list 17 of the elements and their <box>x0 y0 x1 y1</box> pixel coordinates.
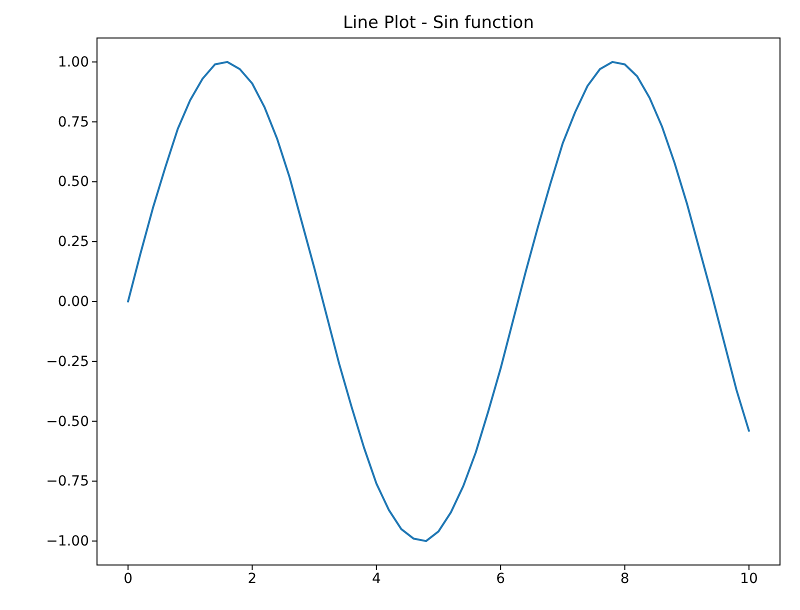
x-tick-label: 8 <box>620 570 630 587</box>
y-tick-label: −0.25 <box>46 354 89 370</box>
y-tick-label: 1.00 <box>58 54 89 70</box>
y-tick-label: −0.50 <box>46 414 89 430</box>
x-tick-label: 6 <box>496 570 506 587</box>
y-tick-label: 0.25 <box>58 234 89 250</box>
x-tick-label: 0 <box>124 570 133 587</box>
y-tick-label: 0.75 <box>58 114 89 130</box>
y-tick-label: −0.75 <box>46 474 89 490</box>
x-tick-label: 4 <box>372 570 381 587</box>
x-tick-label: 2 <box>248 570 257 587</box>
chart-title: Line Plot - Sin function <box>343 13 534 33</box>
y-tick-label: 0.50 <box>58 174 89 190</box>
line-series <box>127 60 750 542</box>
y-tick-label: 0.00 <box>58 294 89 310</box>
x-tick-label: 10 <box>740 570 758 587</box>
y-tick-label: −1.00 <box>46 534 89 550</box>
